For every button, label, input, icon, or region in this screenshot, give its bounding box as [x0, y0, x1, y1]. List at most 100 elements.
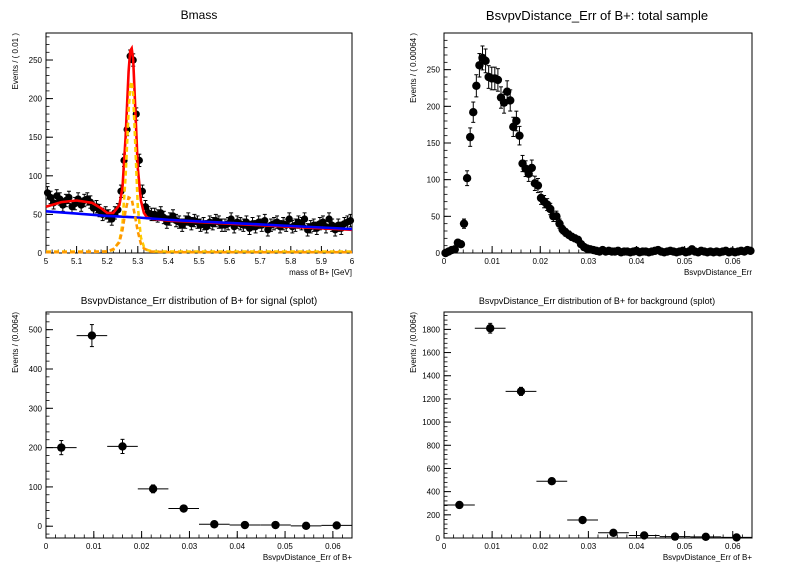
x-tick-label: 5: [44, 257, 49, 266]
x-tick-label: 0.03: [581, 542, 597, 551]
marker: [481, 56, 490, 66]
y-tick-label: 800: [427, 441, 441, 450]
y-tick-label: 100: [427, 176, 441, 185]
marker: [578, 515, 587, 525]
y-tick-label: 500: [29, 326, 43, 335]
y-tick-label: 0: [436, 249, 441, 258]
x-tick-label: 5.3: [132, 257, 144, 266]
x-tick-label: 6: [350, 257, 355, 266]
chart-title: BsvpvDistance_Err distribution of B+ for…: [81, 296, 318, 307]
data-point: [444, 500, 475, 510]
marker: [456, 240, 466, 249]
data-point: [465, 127, 475, 147]
marker: [346, 216, 355, 225]
y-tick-label: 200: [427, 511, 441, 520]
x-axis-label: BsvpvDistance_Err of B+: [263, 553, 352, 562]
data-point: [481, 48, 490, 74]
data-point: [505, 386, 537, 396]
data-point: [260, 520, 291, 530]
y-tick-label: 0: [38, 522, 43, 531]
data-point: [515, 125, 524, 146]
data-point: [168, 504, 199, 513]
x-tick-label: 0.02: [532, 257, 548, 266]
x-tick-label: 5.8: [285, 257, 297, 266]
y-tick-label: 1600: [422, 349, 440, 358]
marker: [240, 520, 250, 530]
x-tick-label: 0.01: [484, 257, 500, 266]
data-point: [527, 159, 536, 177]
y-tick-label: 400: [29, 365, 43, 374]
marker: [332, 521, 341, 530]
y-tick-label: 1200: [422, 395, 440, 404]
y-axis-label: Events / (0.0064): [11, 312, 20, 373]
y-tick-label: 0: [436, 534, 441, 543]
data-point: [598, 528, 629, 537]
data-point: [493, 68, 503, 92]
marker: [609, 528, 618, 537]
y-tick-label: 100: [29, 172, 43, 181]
x-tick-label: 0: [442, 542, 447, 551]
marker: [462, 174, 472, 183]
marker: [285, 215, 293, 223]
marker: [527, 163, 536, 173]
data-point: [690, 532, 722, 542]
marker: [547, 477, 556, 486]
data-point: [450, 245, 459, 254]
marker: [533, 181, 543, 190]
x-tick-label: 5.7: [255, 257, 267, 266]
series-curve-2: [45, 210, 353, 231]
data-point: [472, 74, 481, 98]
y-tick-label: 400: [427, 488, 441, 497]
x-tick-label: 0.04: [229, 542, 245, 551]
chart-title: Bmass: [181, 8, 218, 22]
data-point: [462, 170, 472, 187]
data-point: [536, 477, 568, 486]
x-tick-label: 0.05: [277, 542, 293, 551]
plot-frame: [443, 311, 753, 539]
y-tick-label: 1400: [422, 372, 440, 381]
data-point: [628, 531, 660, 540]
y-tick-label: 200: [29, 95, 43, 104]
x-tick-label: 0.05: [677, 542, 693, 551]
marker: [261, 216, 269, 225]
x-tick-label: 0.02: [134, 542, 150, 551]
x-axis-label: BsvpvDistance_Err of B+: [663, 553, 752, 562]
marker: [148, 484, 158, 494]
marker: [732, 533, 741, 542]
x-tick-label: 0.02: [532, 542, 548, 551]
data-point: [506, 89, 515, 112]
data-point: [533, 177, 543, 194]
marker: [670, 532, 680, 541]
marker: [271, 520, 280, 530]
x-tick-label: 5.1: [71, 257, 83, 266]
chart-title: BsvpvDistance_Err distribution of B+ for…: [479, 296, 715, 306]
marker: [512, 116, 521, 126]
data-point: [746, 246, 755, 255]
data-point: [300, 212, 309, 226]
y-axis-label: Events / ( 0.00064 ): [409, 33, 418, 103]
marker: [210, 520, 219, 529]
marker: [475, 61, 484, 70]
x-tick-label: 5.5: [193, 257, 205, 266]
x-tick-label: 5.2: [102, 257, 114, 266]
x-axis-label: mass of B+ [GeV]: [289, 268, 352, 277]
x-tick-label: 0.01: [484, 542, 500, 551]
y-tick-label: 100: [29, 483, 43, 492]
marker: [746, 246, 755, 255]
marker: [701, 532, 710, 542]
x-tick-label: 5.4: [163, 257, 175, 266]
x-tick-label: 0.05: [677, 257, 693, 266]
y-tick-label: 150: [427, 139, 441, 148]
marker: [465, 132, 475, 142]
x-tick-label: 0.03: [581, 257, 597, 266]
y-tick-label: 50: [33, 210, 42, 219]
x-tick-label: 0: [442, 257, 447, 266]
data-point: [199, 520, 230, 529]
data-point: [469, 101, 478, 123]
marker: [65, 193, 73, 202]
marker: [300, 215, 309, 223]
marker: [455, 500, 464, 510]
y-tick-label: 600: [427, 464, 441, 473]
y-tick-label: 0: [38, 249, 43, 258]
